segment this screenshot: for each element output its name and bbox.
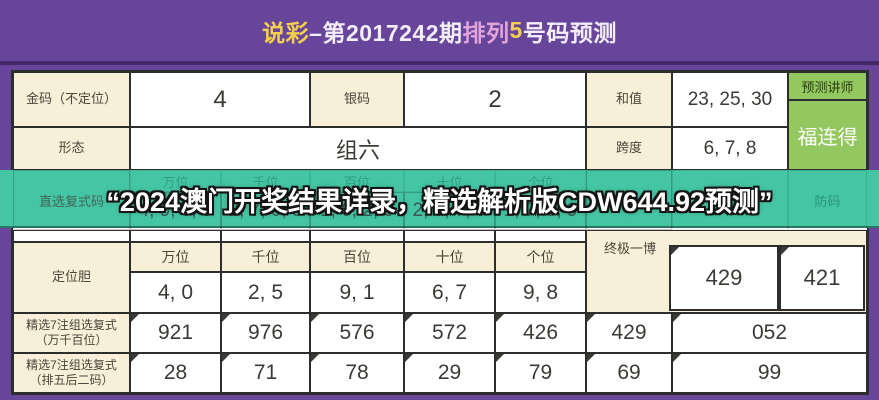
- ultimate-bet-value-2: 421: [779, 245, 865, 311]
- group7-back-value: 28: [130, 353, 221, 393]
- group7-front-value: 572: [404, 313, 495, 353]
- guard-code-header: 防码: [788, 170, 867, 230]
- spacer-cell: [310, 230, 404, 242]
- prediction-lecturer-button[interactable]: 预测讲师: [788, 72, 867, 100]
- group7-back-label: 精选7注组选复式 （排五后二码）: [13, 353, 130, 393]
- direct-selection-header: 百位: [310, 170, 404, 192]
- group7-front-label-line1: 精选7注组选复式: [26, 318, 117, 332]
- silver-code-label: 银码: [310, 72, 404, 127]
- group7-front-label-line2: （万千百位）: [35, 333, 108, 347]
- group7-front-value: 921: [130, 313, 221, 353]
- ultimate-bet-region: 终极一博 429 421: [586, 230, 867, 313]
- direct-selection-label: 直选复式码: [13, 170, 130, 230]
- group7-back-value: 29: [404, 353, 495, 393]
- span-label: 跨度: [586, 127, 672, 170]
- positioned-value: 4, 0: [130, 272, 221, 313]
- silver-code-value: 2: [404, 72, 586, 127]
- group7-front-value-wide: 052: [672, 313, 867, 353]
- group7-front-value: 576: [310, 313, 404, 353]
- group7-back-label-line2: （排五后二码）: [29, 373, 114, 387]
- positioned-picks-label: 定位胆: [13, 242, 130, 313]
- direct-selection-header: 千位: [221, 170, 310, 192]
- gold-code-label: 金码（不定位）: [13, 72, 130, 127]
- direct-selection-col-shi: 十位 2, 6, 7, 9: [404, 170, 495, 230]
- sum-value: 23, 25, 30: [672, 72, 788, 127]
- promo-banner-text[interactable]: “2024澳门开奖结果详录，精选解析版CDW644.92预测”: [106, 186, 773, 217]
- positioned-col-ge: 个位 9, 8: [495, 230, 586, 313]
- positioned-col-shi: 十位 6, 7: [404, 230, 495, 313]
- title-part-game-number: 5: [509, 17, 523, 43]
- direct-selection-value: 2, 6, 7, 9: [404, 192, 495, 230]
- positioned-col-qian: 千位 2, 5: [221, 230, 310, 313]
- title-part-brand: 说彩: [262, 19, 310, 46]
- positioned-picks-label-col: 定位胆: [13, 230, 130, 313]
- group7-front-value: 426: [495, 313, 586, 353]
- gold-code-value: 4: [130, 72, 310, 127]
- row-direct-selection: 直选复式码 万位 4, 9, 0, 5 千位 2, 7, 0, 5 百位 1, …: [13, 170, 867, 230]
- sum-value-label: 和值: [586, 72, 672, 127]
- row-pattern-span: 形态 组六 跨度 6, 7, 8: [13, 127, 867, 170]
- group7-back-value: 69: [586, 353, 672, 393]
- positioned-header: 万位: [130, 242, 221, 272]
- spacer-cell: [221, 230, 310, 242]
- positioned-col-wan: 万位 4, 0: [130, 230, 221, 313]
- group7-back-label-line1: 精选7注组选复式: [26, 358, 117, 372]
- spacer-cell: [13, 230, 130, 242]
- group7-back-value-wide: 99: [672, 353, 867, 393]
- ultimate-bet-label: 终极一博: [603, 241, 656, 256]
- direct-selection-header: 十位: [404, 170, 495, 192]
- group7-front-label: 精选7注组选复式 （万千百位）: [13, 313, 130, 353]
- pattern-label: 形态: [13, 127, 130, 170]
- positioned-header: 百位: [310, 242, 404, 272]
- direct-selection-value: 2, 7, 0, 5: [221, 192, 310, 230]
- title-part-suffix: 号码预测: [522, 19, 617, 46]
- prediction-table: 金码（不定位） 4 银码 2 和值 23, 25, 30 形态 组六 跨度 6,…: [11, 70, 869, 395]
- page-title: 说彩 –第2017242期 排列 5 号码预测: [0, 0, 879, 61]
- span-value: 6, 7, 8: [672, 127, 788, 170]
- direct-selection-col-qian: 千位 2, 7, 0, 5: [221, 170, 310, 230]
- direct-selection-header: 万位: [130, 170, 221, 192]
- group7-back-value: 78: [310, 353, 404, 393]
- direct-selection-header: 个位: [495, 170, 586, 192]
- direct-selection-spacer: [586, 170, 672, 230]
- positioned-value: 2, 5: [221, 272, 310, 313]
- positioned-value: 9, 1: [310, 272, 404, 313]
- fuliande-button[interactable]: 福连得: [788, 100, 867, 170]
- group7-back-value: 71: [221, 353, 310, 393]
- title-part-issue: –第2017242期: [309, 19, 463, 46]
- row-group7-front: 精选7注组选复式 （万千百位） 921 976 576 572 426 429 …: [13, 313, 867, 353]
- row-gold-silver-sum: 金码（不定位） 4 银码 2 和值 23, 25, 30: [13, 72, 867, 127]
- direct-selection-col-bai: 百位 1, 6, 2, 9: [310, 170, 404, 230]
- direct-selection-value: 1, 6, 2, 9: [310, 192, 404, 230]
- row-positioned-picks: 定位胆 万位 4, 0 千位 2, 5 百位 9, 1 十位 6, 7: [13, 230, 867, 313]
- group7-front-value: 976: [221, 313, 310, 353]
- spacer-cell: [130, 230, 221, 242]
- accurate-code-header: 准确码: [672, 170, 788, 230]
- row-group7-back: 精选7注组选复式 （排五后二码） 28 71 78 29 79 69 99: [13, 353, 867, 393]
- direct-selection-value: 1, 7, 8, 9: [495, 192, 586, 230]
- positioned-header: 十位: [404, 242, 495, 272]
- direct-selection-value: 4, 9, 0, 5: [130, 192, 221, 230]
- teal-overlay-band: [0, 170, 879, 228]
- positioned-header: 个位: [495, 242, 586, 272]
- group7-front-value: 429: [586, 313, 672, 353]
- direct-selection-col-wan: 万位 4, 9, 0, 5: [130, 170, 221, 230]
- positioned-value: 9, 8: [495, 272, 586, 313]
- positioned-header: 千位: [221, 242, 310, 272]
- positioned-col-bai: 百位 9, 1: [310, 230, 404, 313]
- spacer-cell: [495, 230, 586, 242]
- group7-back-value: 79: [495, 353, 586, 393]
- direct-selection-col-ge: 个位 1, 7, 8, 9: [495, 170, 586, 230]
- spacer-cell: [404, 230, 495, 242]
- title-part-game: 排列: [462, 19, 510, 46]
- side-buttons: 预测讲师 福连得: [788, 72, 867, 170]
- pattern-value: 组六: [130, 127, 586, 170]
- header-divider: [0, 61, 879, 65]
- positioned-value: 6, 7: [404, 272, 495, 313]
- ultimate-bet-value-1: 429: [669, 245, 779, 311]
